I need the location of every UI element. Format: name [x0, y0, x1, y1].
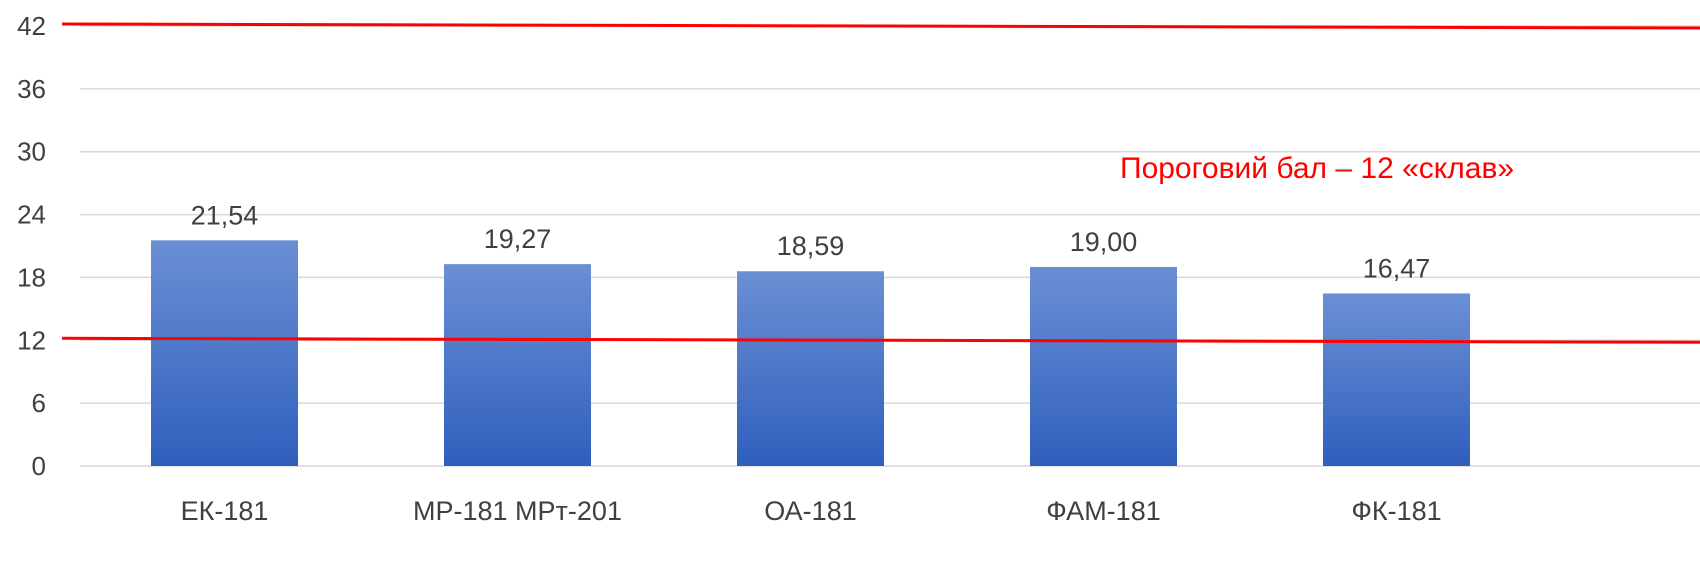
data-label: 19,27	[484, 224, 552, 254]
bar	[151, 240, 298, 466]
data-label: 16,47	[1363, 253, 1431, 283]
category-label: ЕК-181	[181, 496, 269, 526]
bar	[737, 271, 884, 466]
y-tick-label: 18	[17, 262, 46, 292]
y-tick-label: 6	[32, 388, 46, 418]
data-label: 21,54	[191, 200, 259, 230]
bar	[1030, 266, 1177, 466]
bars	[151, 240, 1470, 466]
y-tick-label: 42	[17, 11, 46, 41]
reference-line	[61, 22, 1700, 30]
data-labels: 21,54 19,27 18,59 19,00 16,47	[191, 200, 1431, 283]
category-label: МР-181 МРт-201	[413, 496, 622, 526]
bar	[1323, 293, 1470, 466]
y-tick-label: 12	[17, 325, 46, 355]
x-axis-category-labels: ЕК-181 МР-181 МРт-201 ОА-181 ФАМ-181 ФК-181	[181, 496, 1442, 526]
data-label: 19,00	[1070, 227, 1138, 257]
bar	[444, 264, 591, 466]
reference-line	[61, 336, 1700, 344]
y-tick-label: 30	[17, 137, 46, 167]
threshold-annotation: Пороговий бал – 12 «склав»	[1120, 152, 1514, 185]
y-tick-label: 24	[17, 200, 46, 230]
category-label: ОА-181	[764, 496, 856, 526]
y-axis-tick-labels: 0 6 12 18 24 30 36 42	[17, 11, 46, 481]
category-label: ФАМ-181	[1046, 496, 1160, 526]
y-tick-label: 0	[32, 451, 46, 481]
category-label: ФК-181	[1351, 496, 1441, 526]
data-label: 18,59	[777, 231, 845, 261]
reference-lines	[61, 22, 1700, 344]
y-tick-label: 36	[17, 74, 46, 104]
